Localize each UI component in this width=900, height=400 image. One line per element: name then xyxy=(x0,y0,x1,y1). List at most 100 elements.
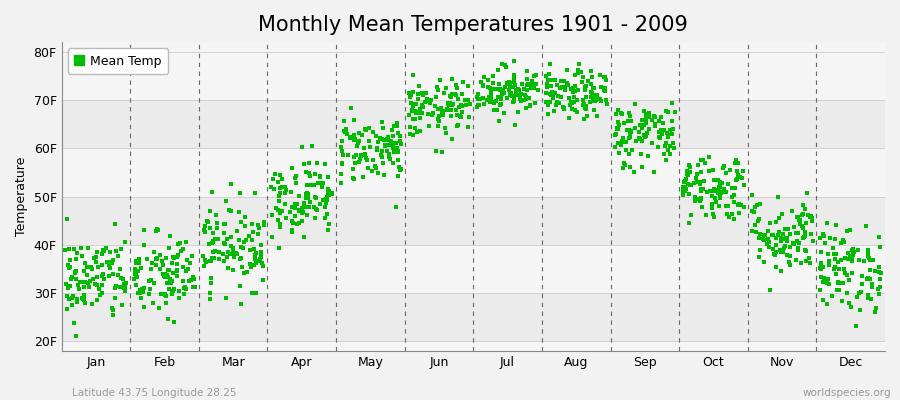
Point xyxy=(454,90,469,97)
Point xyxy=(767,250,781,257)
Point xyxy=(705,193,719,200)
Point xyxy=(829,251,843,258)
Point xyxy=(378,142,392,148)
Point xyxy=(392,164,407,171)
Point xyxy=(608,132,623,138)
Point xyxy=(105,256,120,263)
Point xyxy=(292,207,307,214)
Point xyxy=(793,217,807,223)
Point xyxy=(480,97,494,103)
Point xyxy=(118,238,132,245)
Point xyxy=(294,205,309,212)
Point xyxy=(782,258,796,265)
Point xyxy=(832,266,846,272)
Point xyxy=(184,276,199,283)
Point xyxy=(278,200,293,207)
Point xyxy=(248,289,263,296)
Point xyxy=(576,102,590,108)
Point xyxy=(169,268,184,274)
Point xyxy=(690,170,705,177)
Point xyxy=(762,220,777,227)
Point xyxy=(798,220,813,226)
Point xyxy=(365,157,380,163)
Point xyxy=(83,278,97,285)
Point xyxy=(349,152,364,158)
Point xyxy=(541,102,555,108)
Point xyxy=(61,246,76,252)
Point xyxy=(387,123,401,129)
Point xyxy=(816,276,831,283)
Point xyxy=(782,262,796,268)
Point xyxy=(632,128,646,135)
Point xyxy=(381,137,395,143)
Point xyxy=(243,247,257,253)
Point xyxy=(757,259,771,266)
Point xyxy=(481,84,495,90)
Point xyxy=(500,95,515,101)
Point xyxy=(173,240,187,246)
Point xyxy=(117,288,131,294)
Point xyxy=(590,92,605,98)
Point xyxy=(412,83,427,89)
Point xyxy=(211,220,225,226)
Point xyxy=(821,251,835,258)
Point xyxy=(828,264,842,270)
Point xyxy=(236,244,250,251)
Point xyxy=(246,229,260,236)
Point xyxy=(585,90,599,96)
Point xyxy=(350,143,365,149)
Point xyxy=(94,273,109,280)
Point xyxy=(440,105,454,112)
Point xyxy=(618,162,633,168)
Point xyxy=(391,130,405,136)
Point xyxy=(791,240,806,246)
Point xyxy=(176,278,190,284)
Point xyxy=(860,253,875,259)
Point xyxy=(180,257,194,263)
Point xyxy=(220,236,234,242)
Point xyxy=(67,246,81,252)
Point xyxy=(393,138,408,145)
Point xyxy=(654,130,669,137)
Point xyxy=(854,289,868,296)
Point xyxy=(627,169,642,176)
Point xyxy=(820,280,834,286)
Point xyxy=(545,94,560,100)
Point xyxy=(628,100,643,107)
Point xyxy=(579,103,593,109)
Point xyxy=(88,259,103,265)
Point xyxy=(791,230,806,236)
Point xyxy=(414,110,428,117)
Point xyxy=(833,256,848,263)
Point xyxy=(863,256,878,263)
Point xyxy=(404,92,419,98)
Point xyxy=(248,190,262,196)
Point xyxy=(309,194,323,201)
Point xyxy=(225,266,239,273)
Point xyxy=(277,184,292,190)
Point xyxy=(371,170,385,176)
Point xyxy=(230,251,244,257)
Point xyxy=(410,109,424,116)
Point xyxy=(703,188,717,194)
Point xyxy=(109,248,123,254)
Point xyxy=(789,237,804,244)
Point xyxy=(346,175,360,181)
Point xyxy=(347,136,362,142)
Point xyxy=(494,100,508,107)
Point xyxy=(384,127,399,133)
Point xyxy=(308,171,322,178)
Point xyxy=(114,302,129,308)
Point xyxy=(369,165,383,171)
Point xyxy=(827,256,842,262)
Point xyxy=(590,113,605,120)
Point xyxy=(507,98,521,105)
Point xyxy=(693,179,707,186)
Point xyxy=(778,226,792,232)
Point xyxy=(827,251,842,257)
Point xyxy=(250,231,265,238)
Point xyxy=(63,264,77,270)
Point xyxy=(129,271,143,277)
Point xyxy=(580,113,595,120)
Point xyxy=(323,190,338,196)
